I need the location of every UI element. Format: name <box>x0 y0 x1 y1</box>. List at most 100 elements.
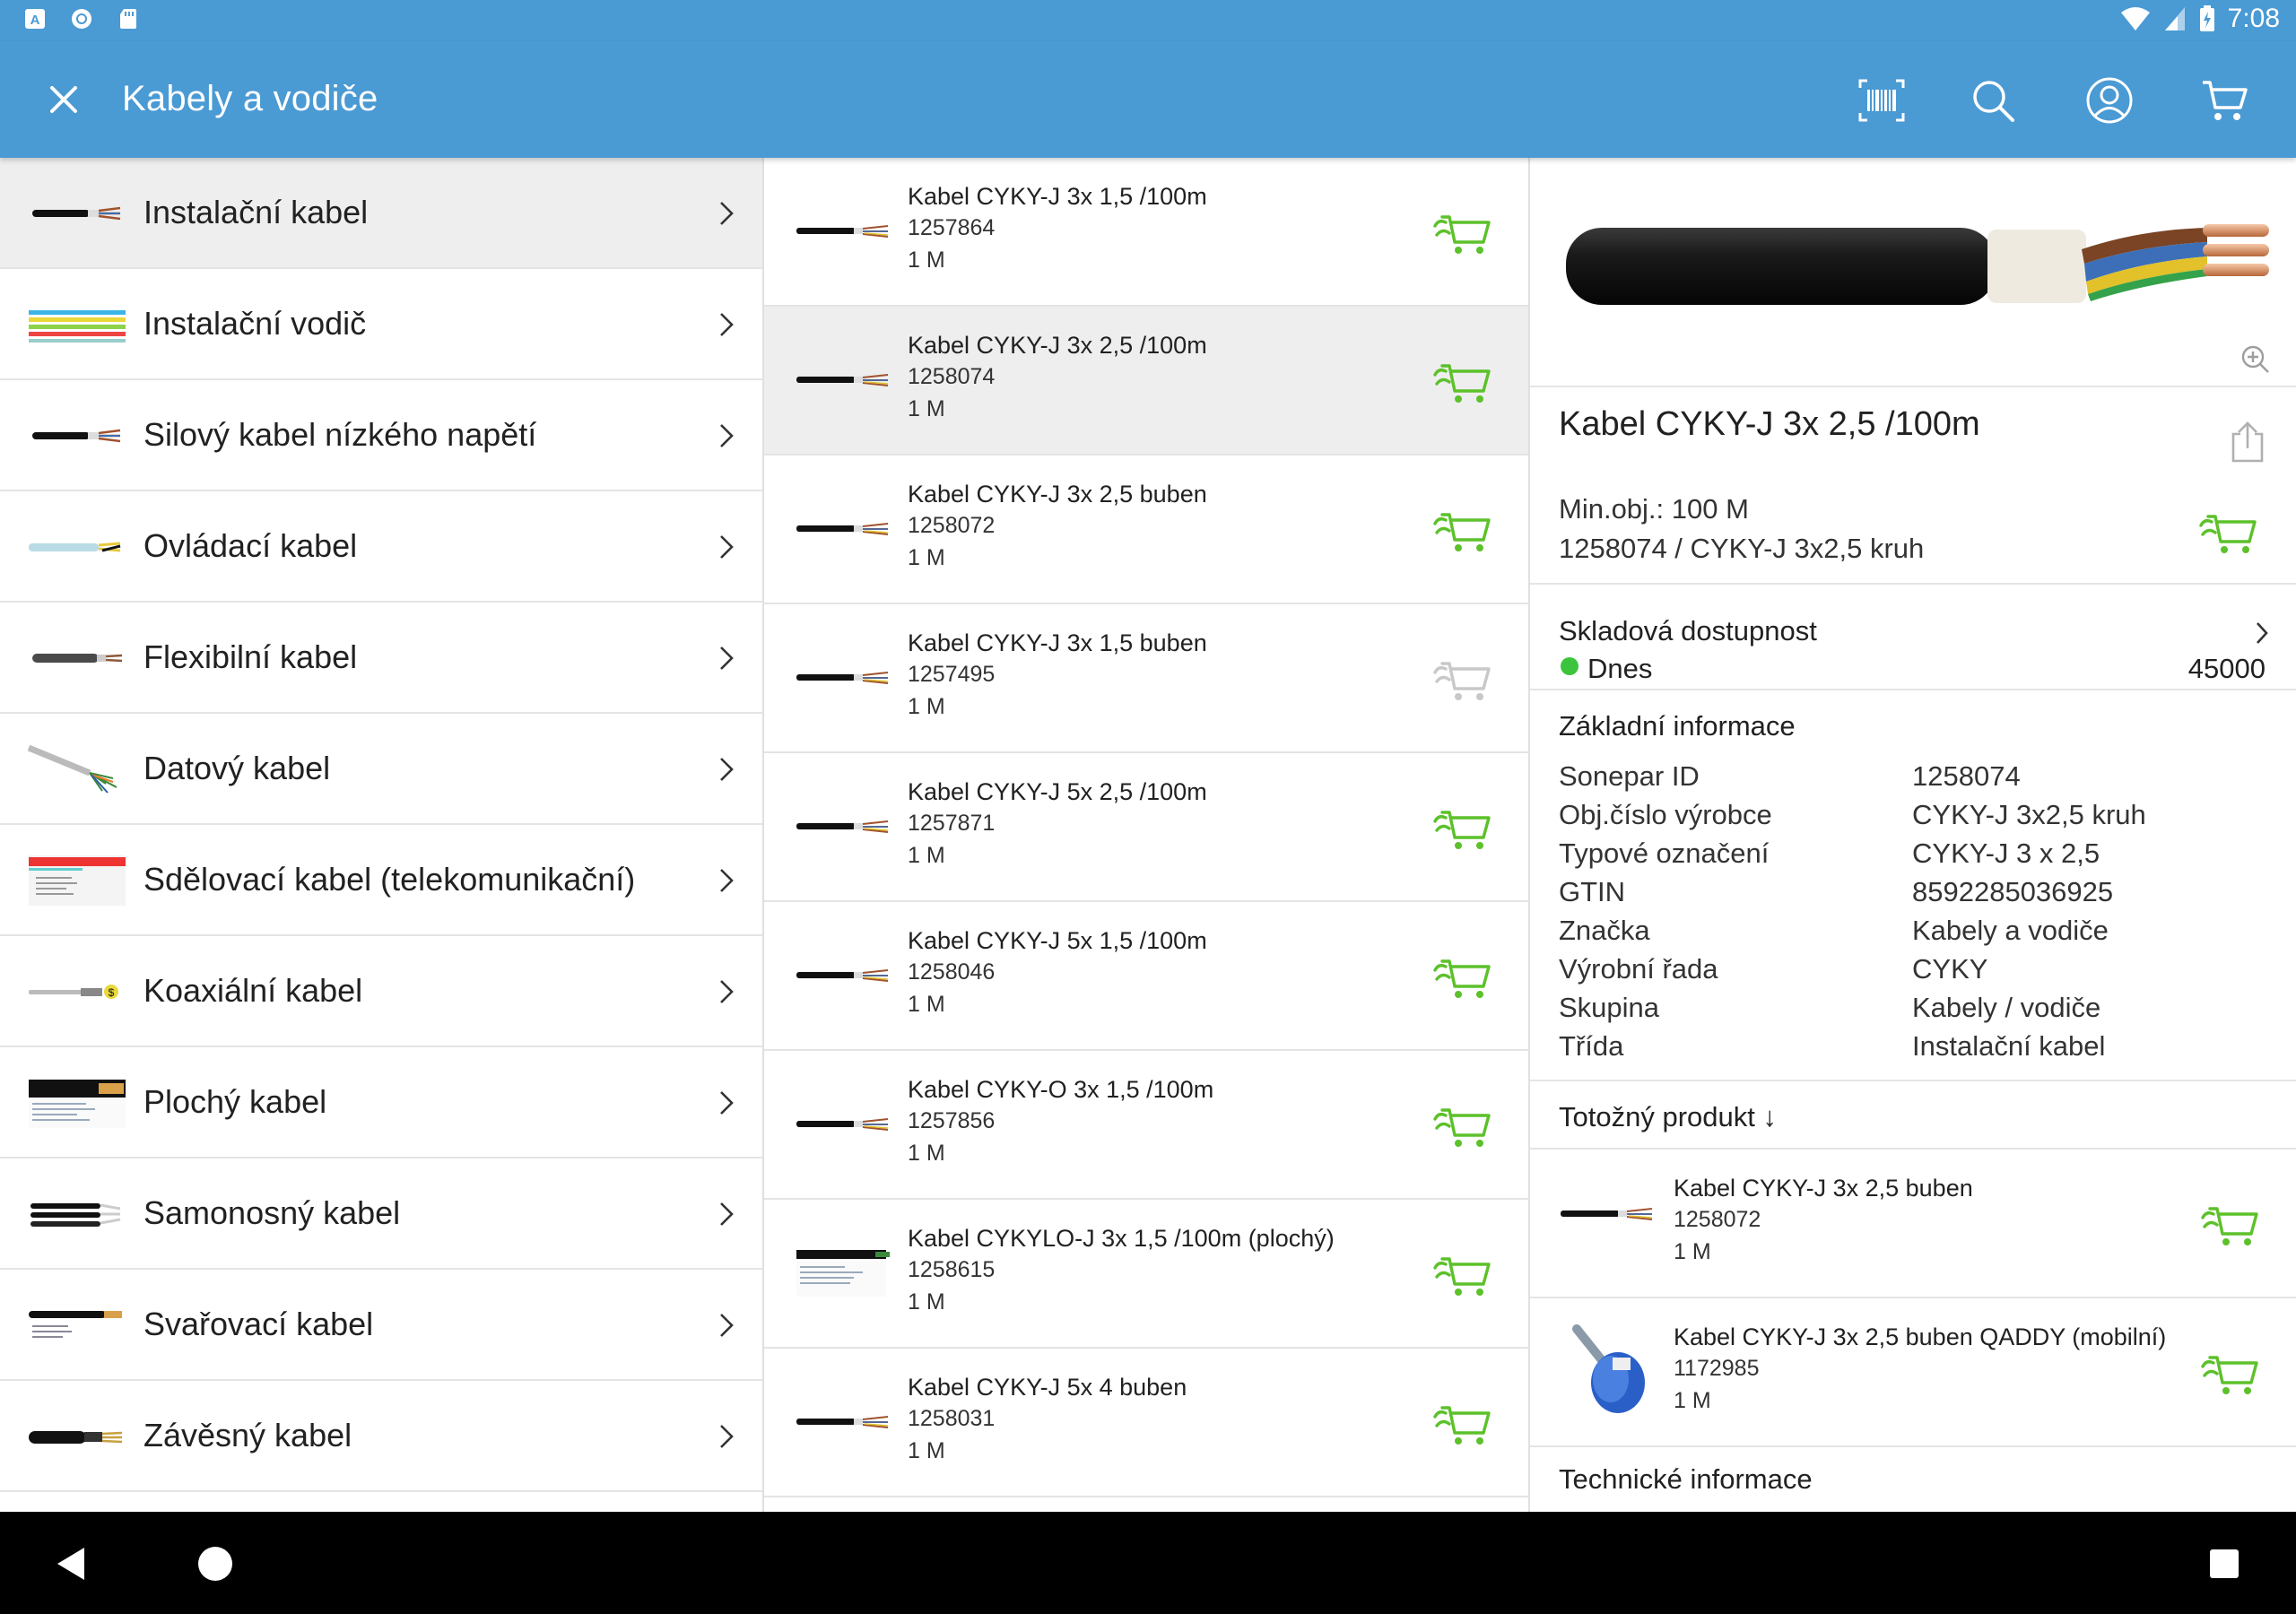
product-item[interactable]: Kabel CYKY-J 3x 1,5 buben 1257495 1 M <box>764 604 1528 753</box>
product-thumbnail <box>795 1105 893 1144</box>
info-value: Kabely a vodiče <box>1912 915 2109 946</box>
category-thumbnail <box>27 1410 127 1463</box>
product-unit: 1 M <box>908 1289 945 1315</box>
category-list: Instalační kabel Instalační vodič Silový k… <box>0 158 764 1512</box>
product-unit: 1 M <box>908 247 945 273</box>
product-code: 1258615 <box>908 1257 996 1282</box>
add-to-cart-icon[interactable] <box>1430 1101 1492 1150</box>
product-code: 1258072 <box>908 513 996 538</box>
add-to-cart-icon[interactable] <box>1430 952 1492 1001</box>
product-image-area <box>1530 158 2296 387</box>
share-icon[interactable] <box>2228 420 2267 464</box>
category-label: Závěsný kabel <box>144 1417 352 1453</box>
barcode-scan-icon[interactable] <box>1857 75 1907 126</box>
category-item[interactable]: Instalační kabel <box>0 158 762 269</box>
app-bar: Kabely a vodiče <box>0 41 2296 158</box>
product-item[interactable]: Kabel CYKY-J 5x 2,5 /100m 1257871 1 M <box>764 753 1528 902</box>
product-item[interactable]: Kabel CYKY-J 5x 4 buben 1258031 1 M <box>764 1349 1528 1497</box>
identical-product-header[interactable]: Totožný produkt ↓ <box>1559 1101 1777 1132</box>
home-icon[interactable] <box>188 1537 242 1591</box>
product-code: 1257871 <box>908 811 996 836</box>
product-item[interactable]: Kabel CYKY-J 5x 1,5 /100m 1258046 1 M <box>764 902 1528 1051</box>
category-label: Silový kabel nízkého napětí <box>144 416 537 453</box>
close-icon[interactable] <box>45 81 83 118</box>
chevron-right-icon <box>720 1425 734 1448</box>
product-name: Kabel CYKY-J 3x 2,5 /100m <box>908 332 1207 359</box>
info-header: Základní informace <box>1559 710 1796 742</box>
product-code: 1258072 <box>1674 1207 1761 1232</box>
info-value: CYKY-J 3x2,5 kruh <box>1912 799 2146 830</box>
category-thumbnail <box>27 631 127 685</box>
product-code: 1258074 <box>908 364 996 389</box>
product-item[interactable]: Kabel CYKY-J 3x 1,5 /100m 1257864 1 M <box>764 158 1528 307</box>
min-order: Min.obj.: 100 M <box>1559 493 1749 525</box>
category-thumbnail <box>27 742 127 796</box>
chevron-right-icon <box>720 1202 734 1226</box>
add-to-cart-icon[interactable] <box>1430 803 1492 852</box>
category-item[interactable]: Samonosný kabel <box>0 1158 762 1270</box>
product-thumbnail <box>795 956 893 995</box>
product-thumbnail <box>795 658 893 698</box>
product-detail: Kabel CYKY-J 3x 2,5 /100m Min.obj.: 100 … <box>1530 158 2296 1512</box>
category-item[interactable]: Ovládací kabel <box>0 491 762 603</box>
technical-info-header[interactable]: Technické informace <box>1559 1463 1813 1495</box>
recents-icon[interactable] <box>2197 1537 2251 1591</box>
chevron-right-icon <box>2257 622 2268 644</box>
category-thumbnail <box>27 854 127 907</box>
category-label: Datový kabel <box>144 750 331 786</box>
category-label: Plochý kabel <box>144 1083 327 1120</box>
info-label: Sonepar ID <box>1559 760 1700 792</box>
add-to-cart-icon[interactable] <box>2196 508 2258 556</box>
add-to-cart-icon[interactable] <box>1430 357 1492 405</box>
info-label: Výrobní řada <box>1559 953 1718 985</box>
search-icon[interactable] <box>1968 75 2018 126</box>
account-icon[interactable] <box>2084 75 2135 126</box>
category-item[interactable]: Svařovací kabel <box>0 1270 762 1381</box>
category-item[interactable]: Silový kabel nízkého napětí <box>0 380 762 491</box>
back-icon[interactable] <box>45 1537 99 1591</box>
zoom-icon[interactable] <box>2240 344 2271 375</box>
product-code: 1258046 <box>908 959 996 985</box>
category-item[interactable]: Instalační vodič <box>0 269 762 380</box>
add-to-cart-icon[interactable] <box>1430 1399 1492 1447</box>
stock-availability-row[interactable]: Skladová dostupnost Dnes 45000 <box>1530 585 2296 689</box>
svg-text:A: A <box>30 13 40 28</box>
category-item[interactable]: Plochý kabel <box>0 1047 762 1158</box>
info-label: Skupina <box>1559 992 1660 1023</box>
product-unit: 1 M <box>908 545 945 570</box>
category-item[interactable]: Závěsný kabel <box>0 1381 762 1492</box>
add-to-cart-icon[interactable] <box>2197 1349 2260 1397</box>
chevron-right-icon <box>720 980 734 1003</box>
category-item[interactable]: Datový kabel <box>0 714 762 825</box>
cart-icon[interactable] <box>2199 75 2249 126</box>
category-thumbnail <box>27 1298 127 1352</box>
chevron-right-icon <box>720 1314 734 1337</box>
product-unit: 1 M <box>1674 1388 1711 1413</box>
info-label: Třída <box>1559 1030 1624 1062</box>
add-to-cart-icon[interactable] <box>2197 1200 2260 1248</box>
product-image[interactable] <box>1566 212 2274 319</box>
product-item[interactable]: Kabel CYKY-J 3x 2,5 buben 1258072 1 M <box>764 456 1528 604</box>
info-value: 8592285036925 <box>1912 876 2114 907</box>
product-item[interactable]: Kabel CYKY-J 3x 2,5 /100m 1258074 1 M <box>764 307 1528 456</box>
product-thumbnail <box>795 509 893 549</box>
category-item[interactable]: Flexibilní kabel <box>0 603 762 714</box>
category-item[interactable]: Sdělovací kabel (telekomunikační) <box>0 825 762 936</box>
add-to-cart-icon[interactable] <box>1430 208 1492 256</box>
add-to-cart-icon[interactable] <box>1430 1250 1492 1298</box>
chevron-right-icon <box>720 1091 734 1115</box>
order-code: 1258074 / CYKY-J 3x2,5 kruh <box>1559 533 1925 564</box>
identical-product-item[interactable]: Kabel CYKY-J 3x 2,5 buben QADDY (mobilní… <box>1530 1298 2296 1447</box>
info-value: Kabely / vodiče <box>1912 992 2101 1023</box>
stock-status-dot <box>1561 657 1578 675</box>
category-label: Samonosný kabel <box>144 1194 401 1231</box>
category-label: Instalační kabel <box>144 194 369 230</box>
product-item[interactable]: Kabel CYKYLO-J 3x 1,5 /100m (plochý) 1258… <box>764 1200 1528 1349</box>
product-item[interactable]: Kabel CYKY-O 3x 1,5 /100m 1257856 1 M <box>764 1051 1528 1200</box>
chevron-right-icon <box>720 313 734 336</box>
identical-product-item[interactable]: Kabel CYKY-J 3x 2,5 buben 1258072 1 M <box>1530 1150 2296 1298</box>
add-to-cart-icon[interactable] <box>1430 506 1492 554</box>
category-item[interactable]: $ Koaxiální kabel <box>0 936 762 1047</box>
chevron-right-icon <box>720 758 734 781</box>
add-to-cart-icon <box>1430 655 1492 703</box>
